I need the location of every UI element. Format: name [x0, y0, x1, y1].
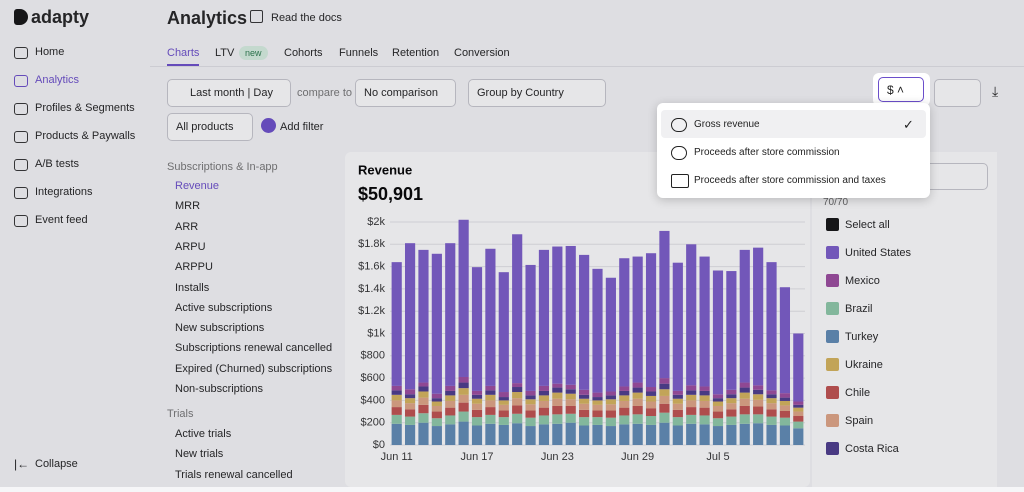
item-icon: [671, 174, 689, 188]
dropdown-item[interactable]: Gross revenue: [694, 119, 760, 130]
dropdown-item[interactable]: Proceeds after store commission: [694, 147, 840, 158]
item-icon: [671, 146, 687, 160]
check: ✓: [903, 117, 914, 133]
dropdown: ✓ Gross revenue Proceeds after store comm…: [657, 103, 930, 198]
currency-button[interactable]: $ ˄: [873, 73, 930, 106]
currency-icon: $ ˄: [878, 77, 924, 102]
item-icon: [671, 118, 687, 132]
dropdown-item[interactable]: Proceeds after store commission and taxe…: [694, 175, 886, 186]
